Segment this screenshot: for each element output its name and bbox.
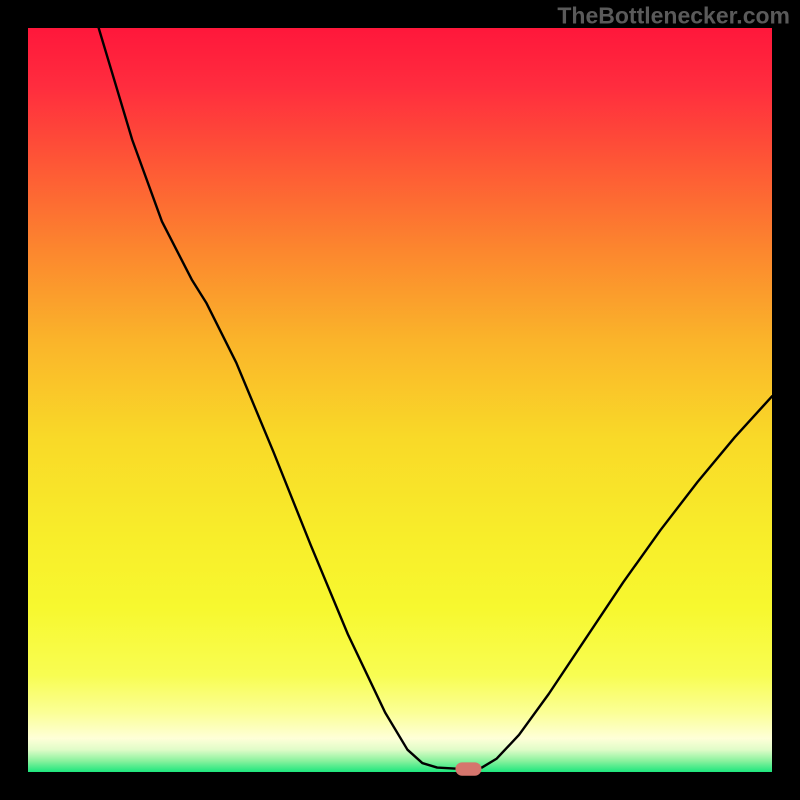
highlight-marker [455,762,481,775]
plot-background [28,28,772,772]
chart-frame: TheBottlenecker.com [0,0,800,800]
watermark-text: TheBottlenecker.com [557,3,790,29]
chart-svg: TheBottlenecker.com [0,0,800,800]
